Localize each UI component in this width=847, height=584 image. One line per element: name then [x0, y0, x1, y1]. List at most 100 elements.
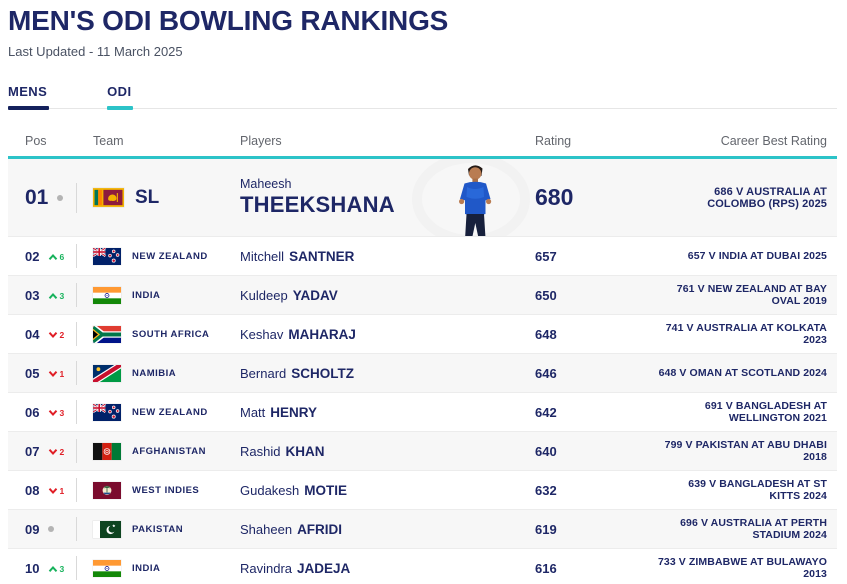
position-cell: 10 3 [8, 561, 76, 576]
tab-odi-label: ODI [107, 84, 132, 99]
flag-new-zealand-icon [93, 403, 121, 421]
rank-down-indicator: 2 [48, 446, 64, 457]
table-row-featured[interactable]: 01 SL Maheesh THEEKSHANA 680 686 V AUSTR… [8, 159, 837, 237]
rating-value: 632 [535, 482, 557, 498]
table-row[interactable]: 02 6 NEW ZEALAND Mitchell SANTNER 657 657… [8, 237, 837, 276]
position-number: 01 [25, 185, 49, 209]
team-name: SL [135, 186, 160, 208]
player-first-name: Ravindra [240, 560, 293, 576]
career-best-rating: 657 V INDIA AT DUBAI 2025 [687, 250, 827, 262]
column-header-career-best: Career Best Rating [720, 134, 827, 148]
team-cell: WEST INDIES [76, 471, 221, 509]
rating-value: 648 [535, 326, 557, 342]
tab-mens[interactable]: MENS [8, 84, 50, 110]
last-updated-text: Last Updated - 11 March 2025 [8, 44, 183, 59]
team-cell: INDIA [76, 276, 221, 314]
chevron-down-icon [49, 410, 58, 416]
player-cell[interactable]: Rashid KHAN [221, 432, 535, 470]
rating-value: 642 [535, 404, 557, 420]
chevron-down-icon [49, 488, 58, 494]
position-number: 09 [25, 521, 40, 537]
career-best-rating: 761 V NEW ZEALAND AT BAY OVAL 2019 [676, 283, 827, 307]
tab-odi-underline [107, 106, 134, 110]
position-cell: 08 1 [8, 483, 76, 498]
team-cell: NAMIBIA [76, 354, 221, 392]
table-row[interactable]: 04 2 SOUTH AFRICA Keshav MAHARAJ 648 741 … [8, 315, 837, 354]
team-name: PAKISTAN [132, 523, 184, 535]
player-cell[interactable]: Mitchell SANTNER [221, 237, 535, 275]
flag-south-africa-icon [93, 325, 121, 343]
flag-india-icon [93, 559, 121, 577]
position-number: 06 [25, 404, 40, 420]
player-cell[interactable]: Kuldeep YADAV [221, 276, 535, 314]
player-cell[interactable]: Ravindra JADEJA [221, 549, 535, 584]
team-cell: SL [76, 159, 221, 236]
career-best-rating: 686 V AUSTRALIA AT COLOMBO (RPS) 2025 [707, 185, 827, 210]
team-name: WEST INDIES [132, 484, 200, 496]
position-number: 02 [25, 248, 40, 264]
player-last-name: THEEKSHANA [240, 192, 395, 217]
position-number: 08 [25, 482, 40, 498]
rank-down-indicator: 1 [48, 485, 64, 496]
player-first-name: Mitchell [240, 248, 285, 264]
player-cell[interactable]: Gudakesh MOTIE [221, 471, 535, 509]
flag-west-indies-icon [93, 481, 121, 499]
position-number: 10 [25, 560, 40, 576]
chevron-up-icon [49, 566, 58, 572]
team-cell: INDIA [76, 549, 221, 584]
player-last-name: KHAN [285, 443, 325, 459]
table-row[interactable]: 03 3 INDIA Kuldeep YADAV 650 761 V NEW ZE… [8, 276, 837, 315]
rating-value: 619 [535, 521, 557, 537]
rating-value: 646 [535, 365, 557, 381]
player-first-name: Rashid [240, 443, 281, 459]
rating-value: 616 [535, 560, 557, 576]
player-cell[interactable]: Matt HENRY [221, 393, 535, 431]
chevron-down-icon [49, 371, 58, 377]
position-number: 03 [25, 287, 40, 303]
chevron-up-icon [49, 293, 58, 299]
position-number: 07 [25, 443, 40, 459]
player-cell[interactable]: Bernard SCHOLTZ [221, 354, 535, 392]
player-last-name: JADEJA [297, 560, 351, 576]
position-cell: 03 3 [8, 288, 76, 303]
no-change-dot-icon [48, 526, 55, 532]
player-cell[interactable]: Maheesh THEEKSHANA [221, 159, 535, 236]
tab-mens-underline [8, 106, 50, 110]
flag-new-zealand-icon [93, 247, 121, 265]
rank-up-indicator: 6 [48, 251, 64, 262]
column-header-pos: Pos [25, 134, 47, 148]
position-number: 05 [25, 365, 40, 381]
table-row[interactable]: 10 3 INDIA Ravindra JADEJA 616 733 V ZIMB… [8, 549, 837, 584]
team-name: AFGHANISTAN [132, 445, 206, 457]
rating-value: 657 [535, 248, 557, 264]
table-row[interactable]: 08 1 WEST INDIES Gudakesh MOTIE 632 639 V… [8, 471, 837, 510]
column-header-rating: Rating [535, 134, 572, 148]
career-best-rating: 696 V AUSTRALIA AT PERTH STADIUM 2024 [680, 517, 827, 541]
player-first-name: Kuldeep [240, 287, 288, 303]
column-header-players: Players [240, 134, 282, 148]
position-cell: 06 3 [8, 405, 76, 420]
team-cell: SOUTH AFRICA [76, 315, 221, 353]
table-row[interactable]: 09 PAKISTAN Shaheen AFRIDI 619 696 V AUST… [8, 510, 837, 549]
career-best-rating: 691 V BANGLADESH AT WELLINGTON 2021 [704, 400, 827, 424]
player-cell[interactable]: Keshav MAHARAJ [221, 315, 535, 353]
player-last-name: AFRIDI [297, 521, 343, 537]
player-cell[interactable]: Shaheen AFRIDI [221, 510, 535, 548]
rank-down-indicator: 2 [48, 329, 64, 340]
table-row[interactable]: 06 3 NEW ZEALAND Matt HENRY 642 691 V BAN… [8, 393, 837, 432]
player-first-name: Bernard [240, 365, 287, 381]
team-name: NEW ZEALAND [132, 250, 208, 262]
career-best-rating: 741 V AUSTRALIA AT KOLKATA 2023 [665, 322, 827, 346]
team-name: NAMIBIA [132, 367, 177, 379]
team-cell: PAKISTAN [76, 510, 221, 548]
tab-odi[interactable]: ODI [107, 84, 134, 110]
table-row[interactable]: 07 2 AFGHANISTAN Rashid KHAN 640 799 V PA… [8, 432, 837, 471]
player-last-name: SANTNER [289, 248, 355, 264]
player-first-name: Maheesh [240, 177, 292, 191]
table-row[interactable]: 05 1 NAMIBIA Bernard SCHOLTZ 646 648 V OM… [8, 354, 837, 393]
position-cell: 09 [8, 522, 76, 537]
rating-value: 640 [535, 443, 557, 459]
team-cell: NEW ZEALAND [76, 393, 221, 431]
player-photo [459, 165, 492, 236]
